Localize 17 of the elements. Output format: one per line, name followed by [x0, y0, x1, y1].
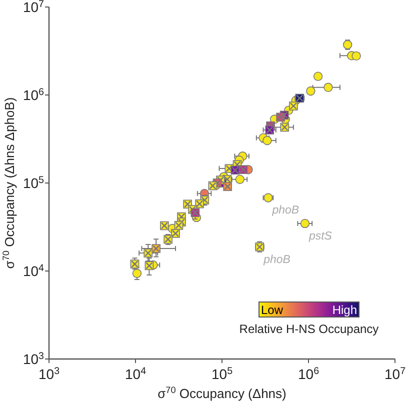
y-tick-label: 10$^{4}$ [22, 262, 45, 279]
x-tick-label: 10$^{6}$ [298, 366, 320, 382]
color-bar-title: Relative H-NS Occupancy [239, 322, 379, 336]
annotation: pstS [308, 230, 332, 242]
annotation: High [332, 303, 357, 317]
x-tick-label: 10$^{4}$ [124, 366, 147, 382]
annotation: phoB [271, 204, 300, 217]
x-tick-label: 10$^{3}$ [38, 366, 60, 382]
x-axis-title: σ$^{70}$ Occupancy (Δhns) [158, 385, 286, 401]
y-tick-label: 10$^{6}$ [22, 86, 45, 103]
y-tick-label: 10$^{5}$ [22, 174, 45, 191]
x-tick-label: 10$^{7}$ [384, 366, 406, 382]
y-tick-label: 10$^{7}$ [22, 0, 44, 15]
annotation: Low [261, 303, 284, 317]
y-tick-label: 10$^{3}$ [22, 350, 45, 367]
x-tick-label: 10$^{5}$ [211, 366, 234, 382]
annotation: phoB [262, 254, 291, 266]
